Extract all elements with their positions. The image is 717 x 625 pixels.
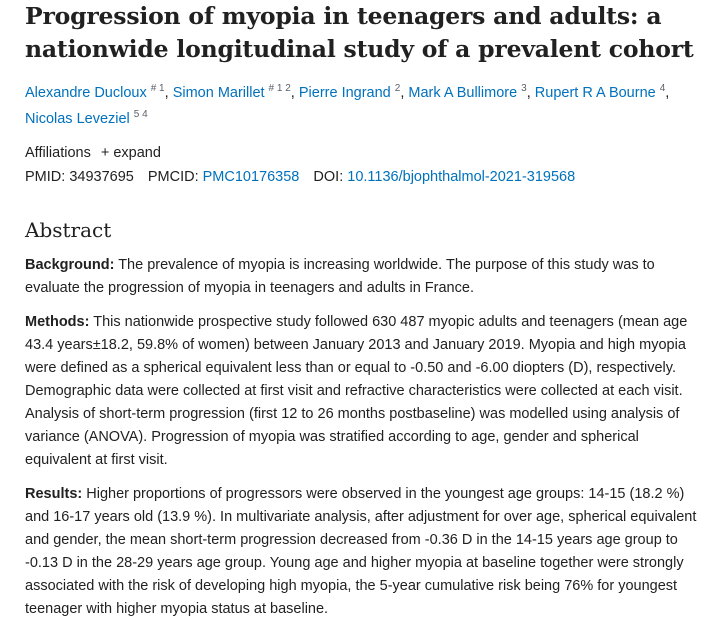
separator: , <box>526 84 531 101</box>
author: Mark A Bullimore 3, <box>408 83 531 101</box>
pmid: 34937695 <box>69 168 134 185</box>
abstract-section: Background: The prevalence of myopia is … <box>25 254 703 300</box>
doi-label: DOI: <box>313 168 344 185</box>
pmcid-label: PMCID: <box>147 168 199 185</box>
author-name[interactable]: Mark A Bullimore <box>408 84 518 101</box>
abstract: Background: The prevalence of myopia is … <box>25 254 703 621</box>
author-name[interactable]: Rupert R A Bourne <box>534 84 656 101</box>
section-label: Results: <box>25 485 83 502</box>
author-affiliation[interactable]: 4 <box>659 83 666 94</box>
author-affiliation[interactable]: 2 <box>394 83 401 94</box>
author-affiliation[interactable]: 5 4 <box>133 108 148 120</box>
author: Rupert R A Bourne 4, <box>534 83 670 101</box>
abstract-section: Results: Higher proportions of progresso… <box>25 483 703 621</box>
author: Alexandre Ducloux # 1, <box>25 83 169 101</box>
expand-text: expand <box>113 144 161 161</box>
affiliations-label: Affiliations <box>25 144 91 161</box>
section-text: This nationwide prospective study follow… <box>25 313 688 468</box>
separator: , <box>290 84 295 101</box>
abstract-section: Methods: This nationwide prospective stu… <box>25 311 703 472</box>
identifiers: PMID: 34937695 PMCID: PMC10176358 DOI: 1… <box>25 166 703 188</box>
author-name[interactable]: Nicolas Leveziel <box>25 110 130 127</box>
separator: , <box>164 84 169 101</box>
author: Nicolas Leveziel 5 4 <box>25 108 148 127</box>
author-affiliation[interactable]: # 1 <box>150 83 165 94</box>
author-affiliation[interactable]: # 1 2 <box>268 83 291 94</box>
author-list: Alexandre Ducloux # 1, Simon Marillet # 1 … <box>25 78 703 130</box>
separator: , <box>665 84 670 101</box>
doi-link[interactable]: 10.1136/bjophthalmol-2021-319568 <box>347 168 576 185</box>
author-name[interactable]: Simon Marillet <box>172 84 265 101</box>
author-affiliation[interactable]: 3 <box>521 83 527 94</box>
abstract-heading: Abstract <box>25 217 112 242</box>
author-name[interactable]: Pierre Ingrand <box>298 84 391 101</box>
affiliations: Affiliations + expand <box>25 142 703 164</box>
section-label: Methods: <box>25 313 90 330</box>
separator: , <box>400 84 405 101</box>
author: Simon Marillet # 1 2, <box>172 83 295 101</box>
section-label: Background: <box>25 256 115 273</box>
pmcid-link[interactable]: PMC10176358 <box>202 168 300 185</box>
expand-toggle[interactable]: + expand <box>101 145 161 161</box>
section-text: Higher proportions of progressors were o… <box>25 485 697 617</box>
pmid-label: PMID: <box>25 168 66 185</box>
article-title: Progression of myopia in teenagers and a… <box>25 2 694 63</box>
author: Pierre Ingrand 2, <box>298 83 405 101</box>
section-text: The prevalence of myopia is increasing w… <box>25 256 655 296</box>
author-name[interactable]: Alexandre Ducloux <box>25 84 147 101</box>
expand-icon: + <box>100 144 110 161</box>
